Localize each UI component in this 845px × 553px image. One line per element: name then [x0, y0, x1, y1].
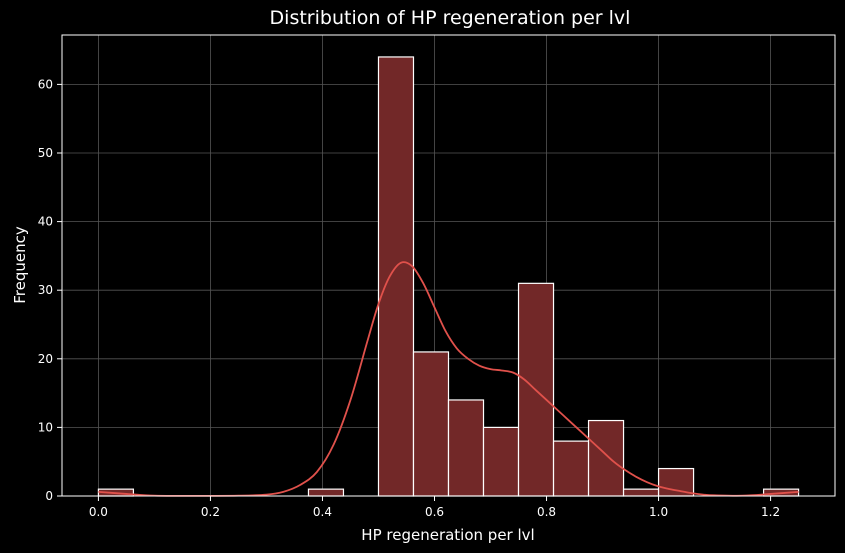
x-tick-label: 0.4 — [313, 505, 332, 519]
y-tick-label: 30 — [38, 283, 53, 297]
x-tick-label: 1.0 — [649, 505, 668, 519]
histogram-bar — [657, 467, 695, 497]
histogram-bar — [587, 419, 625, 497]
y-tick-label: 10 — [38, 420, 53, 434]
x-tick-label: 0.0 — [89, 505, 108, 519]
y-tick-label: 40 — [38, 215, 53, 229]
y-axis-ticks: 0 10 20 30 40 50 60 — [38, 77, 62, 503]
chart-title: Distribution of HP regeneration per lvl — [270, 7, 631, 29]
histogram-bar — [377, 56, 415, 497]
histogram-bar — [552, 440, 590, 497]
x-tick-label: 0.2 — [201, 505, 220, 519]
histogram-bar — [622, 488, 660, 497]
x-tick-label: 0.6 — [425, 505, 444, 519]
histogram-bar — [482, 426, 520, 497]
y-axis-label: Frequency — [11, 226, 29, 304]
kde-curve — [98, 261, 799, 497]
x-axis-label: HP regeneration per lvl — [361, 526, 534, 544]
histogram-bar — [447, 399, 485, 497]
x-tick-label: 0.8 — [537, 505, 556, 519]
y-tick-label: 50 — [38, 146, 53, 160]
y-tick-label: 60 — [38, 77, 53, 91]
plot-frame — [61, 34, 836, 497]
x-axis-ticks: 0.0 0.2 0.4 0.6 0.8 1.0 1.2 — [89, 496, 780, 519]
histogram-bars — [97, 56, 800, 497]
y-tick-label: 20 — [38, 352, 53, 366]
y-tick-label: 0 — [45, 489, 53, 503]
histogram-bar — [307, 488, 345, 497]
kde-curve-layer — [98, 261, 799, 497]
histogram-bar — [412, 351, 450, 497]
x-tick-label: 1.2 — [761, 505, 780, 519]
